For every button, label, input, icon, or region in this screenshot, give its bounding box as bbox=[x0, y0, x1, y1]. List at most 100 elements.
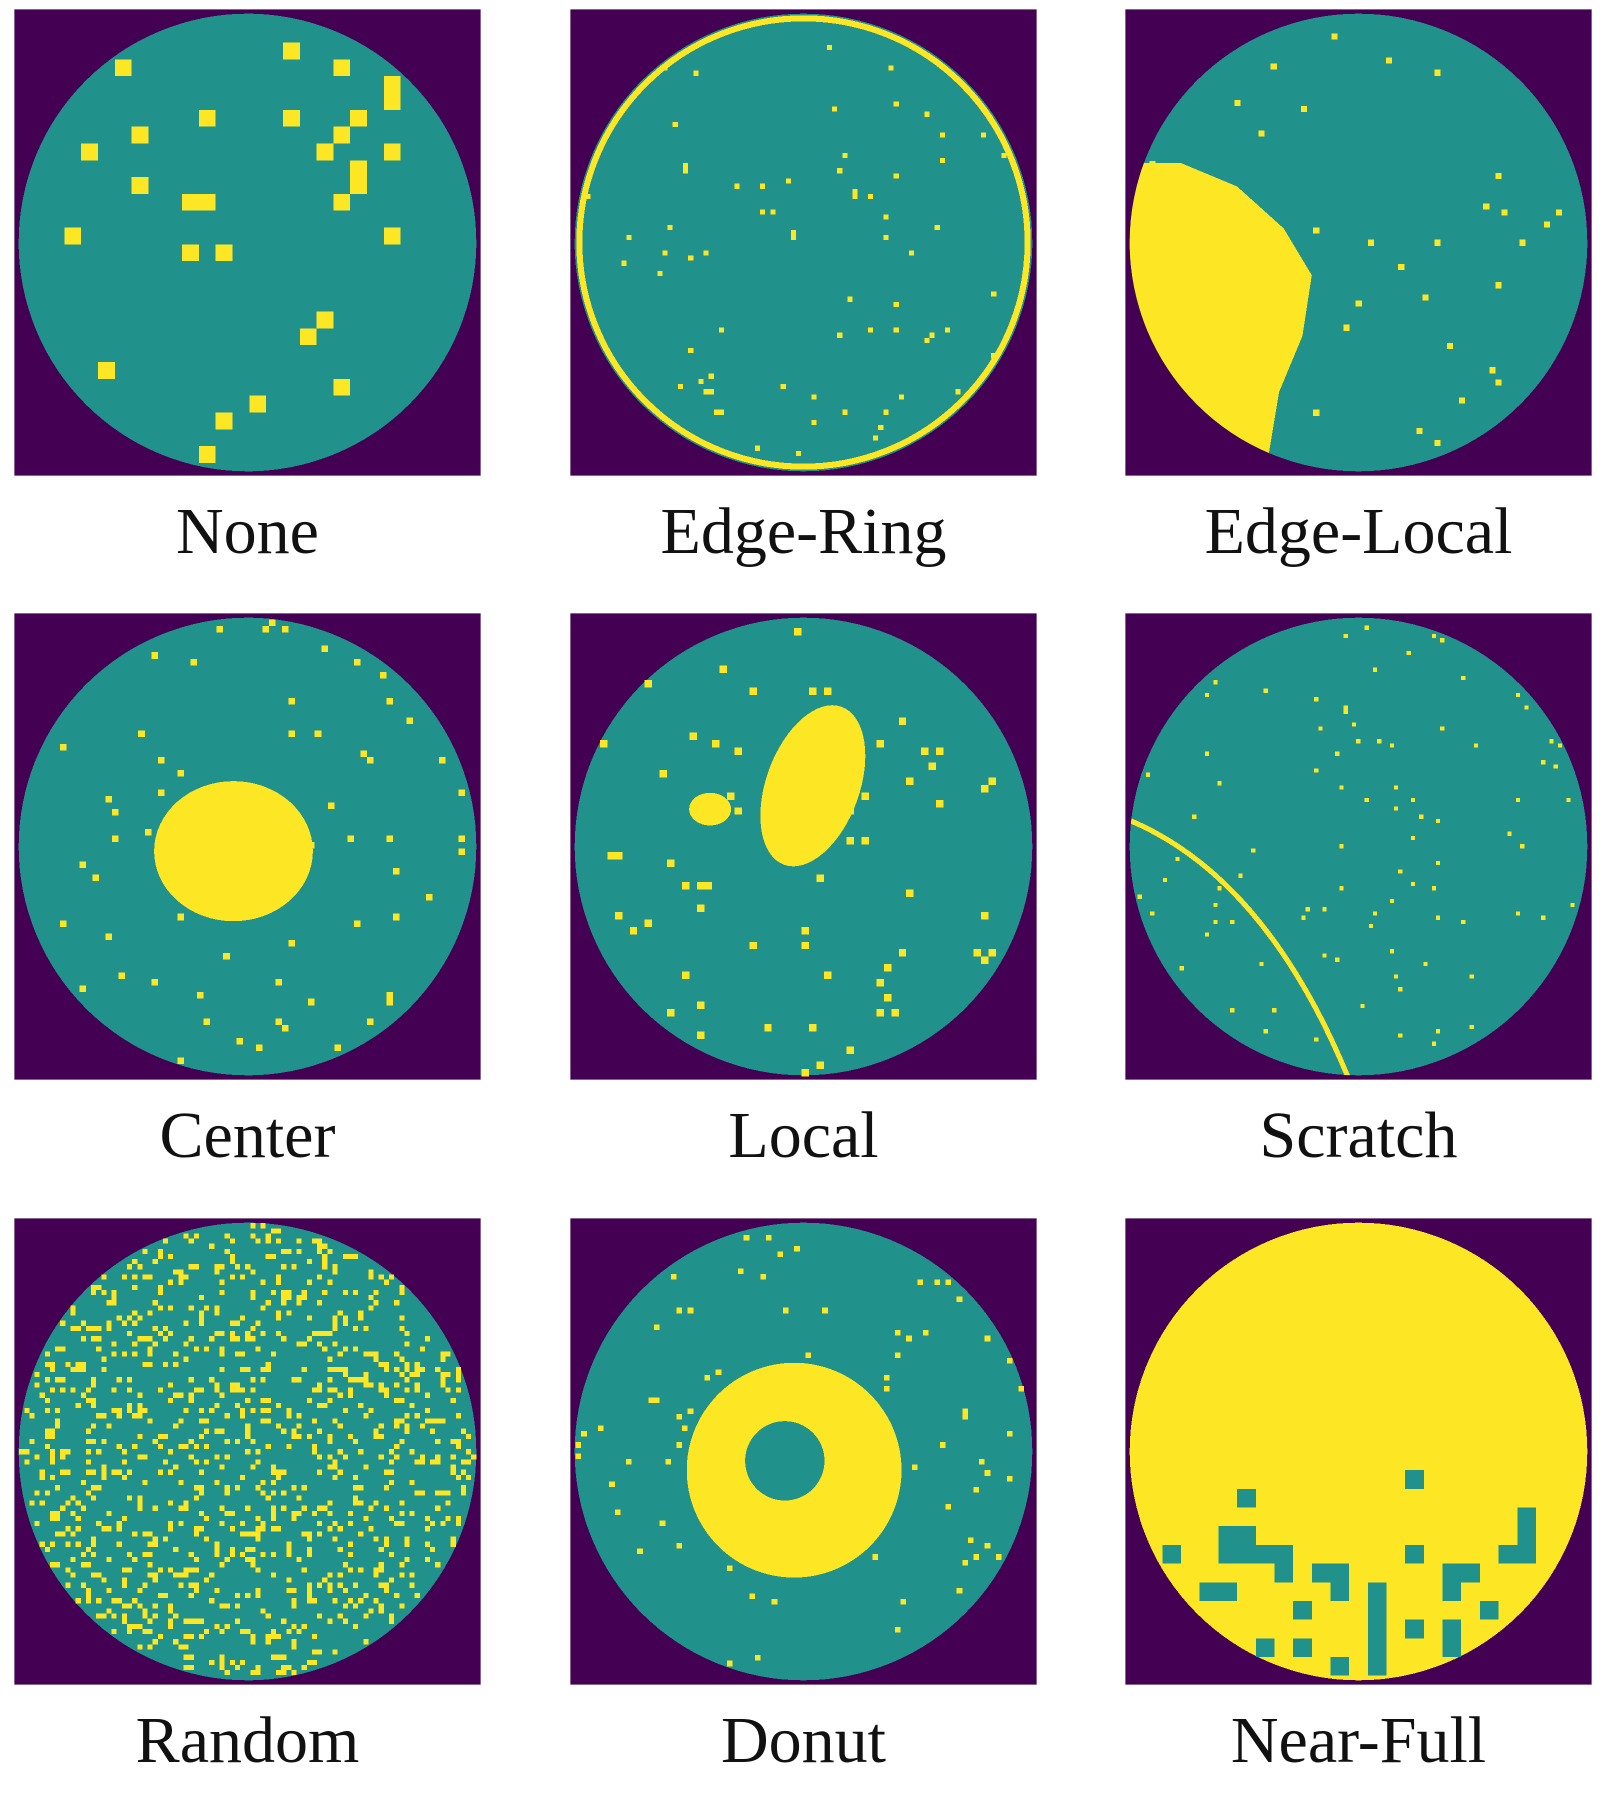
defect-die bbox=[240, 1474, 246, 1480]
defect-die bbox=[75, 1541, 81, 1547]
defect-die bbox=[1192, 814, 1197, 819]
defect-die bbox=[250, 1223, 256, 1229]
good-die bbox=[1218, 1544, 1238, 1564]
defect-die bbox=[980, 911, 989, 920]
defect-die bbox=[394, 1593, 400, 1599]
defect-die bbox=[1204, 932, 1210, 937]
defect-die bbox=[424, 1557, 431, 1563]
defect-die bbox=[282, 626, 289, 633]
defect-die bbox=[1204, 692, 1210, 698]
defect-die bbox=[214, 1587, 220, 1594]
defect-die bbox=[458, 835, 466, 842]
wafer-map bbox=[1125, 9, 1592, 476]
defect-die bbox=[342, 1315, 348, 1321]
defect-die bbox=[193, 1567, 199, 1573]
defect-die bbox=[198, 1387, 205, 1393]
defect-die bbox=[367, 1018, 374, 1025]
defect-die bbox=[147, 1361, 153, 1367]
defect-die bbox=[173, 1269, 179, 1275]
defect-die bbox=[1515, 692, 1521, 698]
defect-die bbox=[127, 1387, 133, 1393]
defect-die bbox=[883, 1374, 890, 1381]
defect-die bbox=[419, 1490, 425, 1496]
defect-die bbox=[876, 979, 884, 987]
defect-die bbox=[173, 1423, 179, 1429]
defect-die bbox=[424, 1408, 431, 1414]
defect-die bbox=[39, 1474, 45, 1480]
defect-die bbox=[188, 1392, 194, 1398]
defect-die bbox=[368, 1526, 374, 1532]
defect-die bbox=[224, 1670, 230, 1676]
defect-die bbox=[455, 1521, 461, 1527]
defect-die bbox=[291, 1377, 297, 1383]
defect-die bbox=[147, 1644, 153, 1650]
defect-die bbox=[450, 1464, 456, 1470]
defect-die bbox=[378, 1361, 384, 1367]
defect-die bbox=[250, 1408, 256, 1414]
defect-die bbox=[389, 1449, 395, 1455]
defect-die bbox=[414, 1372, 420, 1378]
defect-die bbox=[55, 1562, 61, 1568]
defect-die bbox=[389, 1274, 395, 1280]
good-die bbox=[1517, 1526, 1536, 1545]
defect-die bbox=[1515, 797, 1521, 803]
defect-die bbox=[44, 1377, 50, 1383]
defect-die bbox=[1007, 1475, 1013, 1482]
defect-die bbox=[112, 809, 119, 816]
defect-die bbox=[286, 1541, 292, 1547]
defect-die bbox=[414, 1361, 420, 1367]
defect-die bbox=[1301, 106, 1308, 113]
defect-die bbox=[824, 687, 832, 696]
defect-die bbox=[49, 1515, 56, 1522]
defect-die bbox=[101, 1413, 107, 1419]
defect-die bbox=[255, 1664, 261, 1671]
defect-die bbox=[152, 1603, 158, 1609]
defect-die bbox=[782, 1307, 789, 1314]
defect-die bbox=[80, 1505, 86, 1511]
defect-die bbox=[270, 1505, 276, 1511]
defect-die bbox=[306, 1531, 312, 1537]
defect-die bbox=[291, 1485, 297, 1491]
defect-die bbox=[183, 1500, 189, 1506]
defect-die bbox=[142, 1531, 148, 1537]
defect-die bbox=[715, 1369, 722, 1375]
defect-die bbox=[342, 1372, 348, 1378]
defect-die bbox=[440, 1377, 446, 1383]
defect-die bbox=[214, 1541, 220, 1547]
defect-die bbox=[353, 1377, 359, 1383]
defect-die bbox=[197, 992, 204, 999]
defect-die bbox=[1398, 263, 1405, 271]
defect-die bbox=[173, 1572, 179, 1578]
defect-die bbox=[435, 1366, 441, 1373]
defect-die bbox=[1335, 957, 1340, 962]
defect-die bbox=[770, 209, 776, 215]
defect-die bbox=[127, 1623, 133, 1629]
defect-die bbox=[286, 1546, 292, 1552]
defect-die bbox=[383, 1582, 390, 1588]
good-die bbox=[1218, 1526, 1238, 1545]
defect-die bbox=[260, 1479, 266, 1486]
defect-die bbox=[682, 1425, 688, 1431]
defect-die bbox=[39, 1500, 45, 1506]
defect-die bbox=[127, 1408, 133, 1414]
defect-die bbox=[389, 1577, 395, 1583]
good-die bbox=[1218, 1582, 1238, 1601]
defect-die bbox=[973, 1554, 980, 1560]
defect-die bbox=[147, 1572, 153, 1578]
defect-die bbox=[178, 1479, 184, 1486]
defect-die bbox=[353, 1289, 359, 1296]
defect-die bbox=[168, 1279, 174, 1285]
defect-die bbox=[1272, 1008, 1277, 1013]
defect-die bbox=[234, 1593, 241, 1599]
defect-die bbox=[445, 1387, 451, 1393]
defect-die bbox=[1234, 100, 1241, 107]
defect-die bbox=[275, 1279, 282, 1285]
defect-die bbox=[234, 1618, 241, 1624]
defect-die bbox=[771, 1599, 778, 1605]
defect-die bbox=[70, 1366, 76, 1373]
defect-die bbox=[147, 1618, 153, 1624]
defect-die bbox=[168, 1603, 174, 1609]
defect-die bbox=[281, 1664, 287, 1671]
defect-die bbox=[106, 1587, 112, 1594]
good-die bbox=[1199, 1582, 1219, 1601]
